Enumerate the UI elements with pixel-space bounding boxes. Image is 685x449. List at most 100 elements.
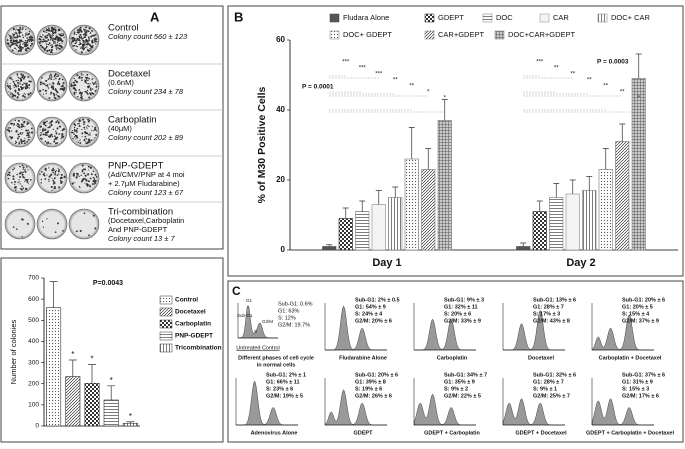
colony (75, 38, 77, 40)
plate-detail: (40μM) (108, 124, 132, 133)
histogram-caption: GDEPT (354, 430, 374, 436)
colony (58, 186, 61, 189)
significance-mark: ** (570, 72, 575, 78)
colony (72, 44, 75, 47)
colony (13, 87, 15, 89)
colony (73, 123, 76, 125)
colony (77, 74, 79, 76)
histogram-axes (591, 378, 654, 426)
colony (72, 174, 75, 177)
colony (57, 82, 60, 85)
error-bar (68, 359, 77, 377)
colony (14, 181, 16, 183)
colony (25, 28, 27, 31)
colony (83, 36, 86, 39)
colony (80, 72, 83, 75)
colony (23, 169, 26, 171)
colony (48, 97, 51, 99)
colony (25, 41, 27, 44)
colony (72, 81, 75, 84)
colony (91, 88, 94, 90)
colony (82, 177, 85, 180)
colony (52, 42, 55, 44)
colony (78, 76, 81, 79)
colony (52, 92, 55, 95)
colony (50, 48, 53, 52)
colony (63, 88, 65, 90)
colony (63, 36, 65, 39)
legend-swatch (329, 13, 340, 23)
y-axis-label: Number of colonies (9, 319, 18, 384)
colony (42, 93, 45, 95)
colony (86, 184, 89, 187)
colony (39, 35, 42, 38)
phase-stat: Sub-G1: 2% ± 0.5 (355, 297, 400, 303)
colony (16, 92, 19, 95)
bar (582, 190, 597, 251)
colony (78, 38, 80, 40)
colony (75, 39, 77, 42)
colony (22, 168, 24, 170)
colony (48, 29, 51, 32)
colony (94, 38, 97, 41)
significance-mark: * (427, 90, 430, 96)
error-bar (586, 176, 593, 191)
colony (44, 140, 47, 143)
significance-mark: * (71, 350, 74, 359)
significance-mark: *** (536, 60, 544, 66)
schematic-note: Different phases of cell cycle (238, 355, 314, 361)
colony (88, 140, 91, 143)
colony (51, 44, 53, 46)
colony (88, 38, 90, 40)
colony (24, 86, 27, 89)
significance-mark: ** (409, 84, 414, 90)
colony (12, 35, 15, 37)
colony (95, 38, 98, 41)
colony (70, 37, 72, 39)
colony (47, 131, 49, 133)
colony (59, 48, 61, 50)
colony (17, 79, 19, 82)
colony (51, 169, 54, 172)
colony (10, 92, 12, 94)
colony (27, 93, 30, 96)
colony (80, 29, 82, 32)
colony (76, 130, 78, 132)
colony (49, 121, 52, 124)
colony (94, 81, 97, 83)
histogram-axes (413, 303, 476, 351)
phase-stat: G1: 28% ± 7 (533, 304, 564, 310)
phase-stat: G1: 35% ± 9 (444, 379, 475, 385)
colony (86, 34, 88, 36)
colony (88, 125, 90, 128)
colony (48, 178, 50, 181)
colony (87, 173, 90, 176)
colony (91, 79, 93, 81)
colony (88, 27, 91, 30)
colony (54, 187, 57, 190)
significance-mark: ** (620, 90, 625, 96)
colony (45, 46, 48, 49)
colony (73, 172, 76, 175)
colony (15, 141, 18, 144)
error-bar (553, 183, 560, 198)
phase-stat: Sub-G1: 32% ± 6 (533, 372, 576, 378)
colony (26, 41, 29, 44)
colony (94, 126, 97, 129)
colony (92, 170, 95, 173)
colony (81, 171, 83, 173)
colony (26, 180, 29, 183)
colony (29, 80, 32, 83)
colony (27, 169, 29, 171)
colony (54, 31, 57, 34)
colony (78, 28, 81, 30)
colony (56, 120, 59, 122)
panel-b-frame (227, 5, 684, 277)
colony (50, 124, 53, 127)
colony (54, 29, 57, 33)
phase-stat: G1: 31% ± 9 (622, 379, 653, 385)
y-tick-label: 40 (276, 105, 285, 114)
y-tick-label: 200 (28, 380, 39, 387)
colony (41, 134, 43, 136)
